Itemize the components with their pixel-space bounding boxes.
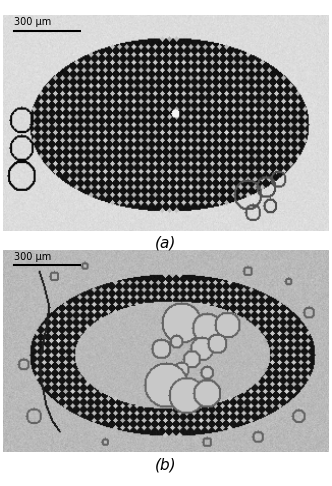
Text: 300 μm: 300 μm	[14, 252, 51, 262]
Text: (a): (a)	[155, 236, 177, 250]
Text: (b): (b)	[155, 457, 177, 472]
Text: 300 μm: 300 μm	[14, 17, 51, 27]
